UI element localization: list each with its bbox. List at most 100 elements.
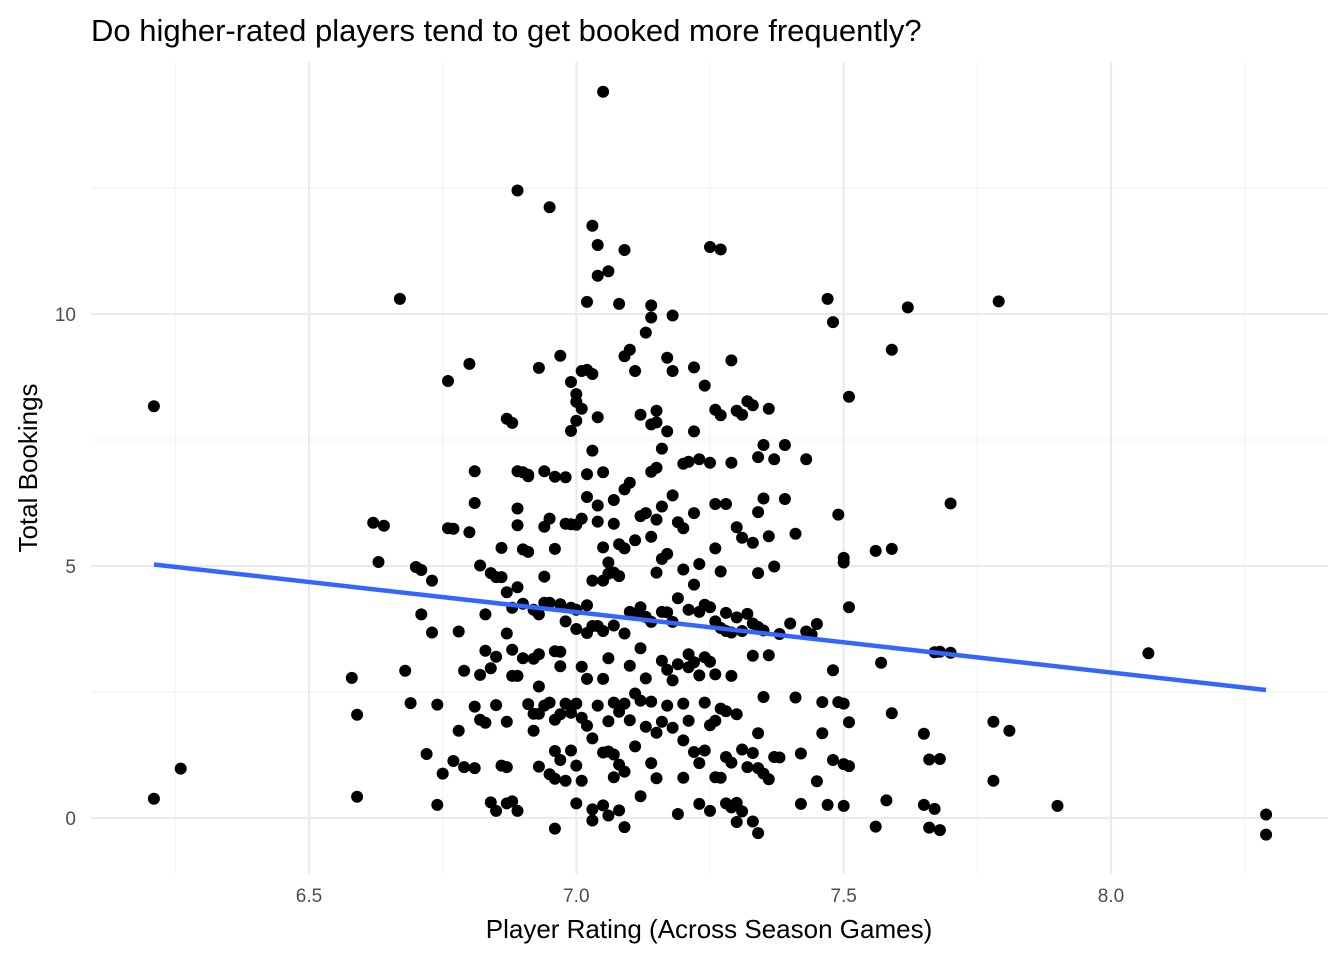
data-point <box>901 301 914 314</box>
data-point <box>575 774 588 787</box>
data-point <box>597 625 610 637</box>
y-tick-label: 5 <box>65 557 76 578</box>
data-point <box>789 691 802 704</box>
data-point <box>463 526 476 539</box>
data-point <box>607 748 620 761</box>
data-point <box>597 466 610 479</box>
data-point <box>586 803 599 816</box>
data-point <box>725 456 738 469</box>
trend-line <box>153 562 1267 693</box>
data-point <box>565 744 577 757</box>
data-point <box>618 627 631 640</box>
data-point <box>532 608 545 621</box>
data-point <box>655 654 668 667</box>
data-point <box>757 691 770 703</box>
data-point <box>837 697 850 710</box>
data-point <box>511 581 524 594</box>
data-point <box>565 376 577 388</box>
data-point <box>1142 647 1155 660</box>
data-point <box>559 774 572 787</box>
data-point <box>174 762 187 775</box>
data-point <box>602 715 615 728</box>
data-point <box>810 775 823 788</box>
data-point <box>468 762 481 775</box>
data-point <box>426 626 438 639</box>
data-point <box>479 644 492 657</box>
data-point <box>650 566 663 579</box>
data-point <box>495 541 508 554</box>
data-point <box>581 599 593 612</box>
chart-title: Do higher-rated players tend to get book… <box>91 13 922 48</box>
data-point <box>752 827 765 840</box>
data-point <box>602 809 615 822</box>
data-point <box>688 656 700 669</box>
data-point <box>736 805 749 818</box>
data-point <box>458 761 471 774</box>
data-point <box>944 497 957 510</box>
data-point <box>682 603 695 616</box>
data-point <box>613 297 626 310</box>
data-point <box>688 507 700 520</box>
data-point <box>597 672 610 685</box>
data-point <box>869 820 882 833</box>
data-point <box>704 241 716 253</box>
data-point <box>650 416 663 429</box>
data-point <box>746 747 759 759</box>
data-point <box>618 542 631 555</box>
data-point <box>933 753 946 765</box>
data-point <box>532 648 545 661</box>
data-point <box>581 468 593 481</box>
trend-line-group <box>153 562 1267 693</box>
data-point <box>645 757 658 770</box>
data-point <box>671 592 684 605</box>
data-point <box>869 544 882 557</box>
data-point <box>923 753 936 766</box>
data-point <box>629 365 642 377</box>
data-point <box>586 368 599 380</box>
data-point <box>880 794 893 807</box>
data-point <box>458 664 471 677</box>
data-point <box>693 757 706 770</box>
data-point <box>431 798 444 811</box>
x-tick-label: 7.0 <box>563 886 589 907</box>
data-point <box>725 756 738 769</box>
data-point <box>650 513 663 526</box>
data-point <box>500 627 513 640</box>
data-point <box>639 326 652 339</box>
data-point <box>147 792 160 805</box>
data-point <box>474 559 487 572</box>
data-point <box>570 414 583 427</box>
data-point <box>730 816 743 828</box>
data-point <box>730 611 743 624</box>
data-point <box>586 732 599 745</box>
data-point <box>522 698 535 711</box>
data-point <box>442 375 454 387</box>
data-point <box>816 696 829 709</box>
data-point <box>698 696 711 709</box>
data-point <box>752 451 765 464</box>
data-point <box>810 618 823 630</box>
data-point <box>367 516 380 529</box>
data-point <box>816 727 829 740</box>
data-point <box>554 660 567 673</box>
data-point <box>885 542 898 555</box>
data-point <box>591 411 604 424</box>
data-point <box>581 491 593 503</box>
data-point <box>570 623 583 635</box>
data-point <box>746 399 759 412</box>
data-point <box>623 343 636 356</box>
data-point <box>928 802 941 815</box>
data-point <box>704 456 716 469</box>
data-point <box>784 617 797 630</box>
data-point <box>634 694 647 707</box>
data-point <box>709 498 722 510</box>
data-point <box>597 541 610 554</box>
y-tick-label: 10 <box>55 305 76 326</box>
data-point <box>720 705 732 718</box>
data-point <box>538 570 551 583</box>
data-point <box>650 772 663 785</box>
data-point <box>548 470 561 483</box>
data-point <box>468 700 481 713</box>
data-point <box>506 416 519 429</box>
data-point <box>559 615 572 628</box>
